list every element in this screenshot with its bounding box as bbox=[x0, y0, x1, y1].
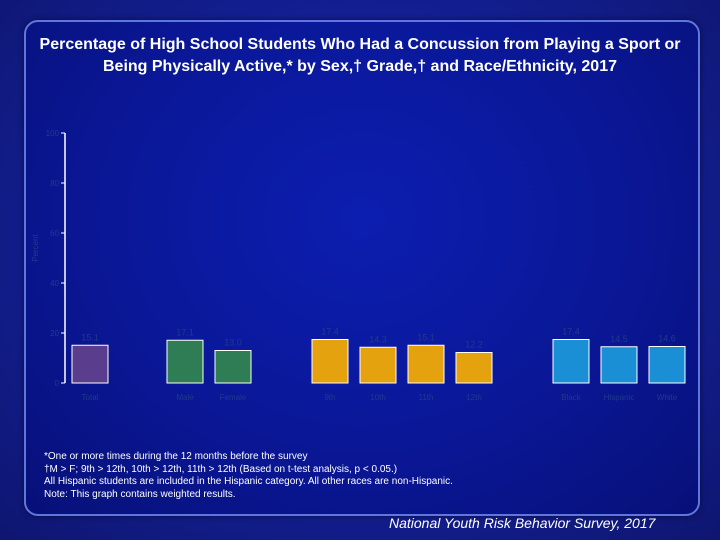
category-label: Total bbox=[82, 393, 99, 402]
bar-12th bbox=[455, 352, 493, 384]
y-tick-label: 40 bbox=[50, 279, 59, 288]
category-label: Hispanic bbox=[604, 393, 635, 402]
value-label: 15.1 bbox=[417, 332, 435, 342]
footnotes: *One or more times during the 12 months … bbox=[44, 451, 604, 501]
source-footer: National Youth Risk Behavior Survey, 201… bbox=[389, 515, 656, 531]
bar-black bbox=[552, 339, 590, 384]
y-tick-label: 100 bbox=[46, 129, 60, 138]
value-label: 14.6 bbox=[658, 334, 676, 344]
bar-10th bbox=[359, 346, 397, 384]
chart-labels: 15.1 Total 17.1 Male 13.0 Female 17.4 9th 14.3 10… bbox=[81, 327, 678, 403]
y-tick-label: 20 bbox=[50, 329, 59, 338]
value-label: 13.0 bbox=[224, 338, 242, 348]
bar-9th bbox=[311, 339, 349, 384]
value-label: 15.1 bbox=[81, 332, 99, 342]
category-label: White bbox=[657, 393, 678, 402]
footnote-2: †M > F; 9th > 12th, 10th > 12th, 11th > … bbox=[44, 463, 398, 475]
chart-title: Percentage of High School Students Who H… bbox=[39, 36, 681, 75]
bar-male bbox=[166, 339, 204, 384]
category-label: Black bbox=[561, 393, 582, 402]
bar-white bbox=[648, 346, 686, 384]
bar-female bbox=[214, 350, 252, 384]
bar-11th bbox=[407, 344, 445, 384]
value-label: 17.1 bbox=[176, 327, 194, 337]
value-label: 12.2 bbox=[465, 340, 483, 350]
footnote-1: *One or more times during the 12 months … bbox=[44, 451, 308, 462]
footnote-3: All Hispanic students are included in th… bbox=[44, 476, 453, 488]
category-label: 9th bbox=[324, 393, 335, 402]
value-label: 17.4 bbox=[562, 327, 580, 337]
bar-hispanic bbox=[600, 346, 638, 384]
category-label: 12th bbox=[466, 393, 482, 402]
chart-panel bbox=[24, 20, 700, 516]
chart-axes: 0 20 40 60 80 100 Percent bbox=[31, 129, 66, 388]
y-tick-label: 0 bbox=[55, 379, 60, 388]
category-label: Female bbox=[220, 393, 247, 402]
footnote-4: Note: This graph contains weighted resul… bbox=[44, 488, 236, 500]
y-axis-title: Percent bbox=[31, 233, 40, 261]
category-label: 10th bbox=[370, 393, 386, 402]
value-label: 17.4 bbox=[321, 327, 339, 337]
bar-total bbox=[71, 344, 109, 384]
y-tick-label: 60 bbox=[50, 229, 59, 238]
value-label: 14.5 bbox=[610, 334, 628, 344]
category-label: Male bbox=[176, 393, 194, 402]
y-tick-label: 80 bbox=[50, 179, 59, 188]
category-label: 11th bbox=[419, 393, 434, 402]
value-label: 14.3 bbox=[369, 334, 387, 344]
chart-bars bbox=[71, 339, 686, 384]
